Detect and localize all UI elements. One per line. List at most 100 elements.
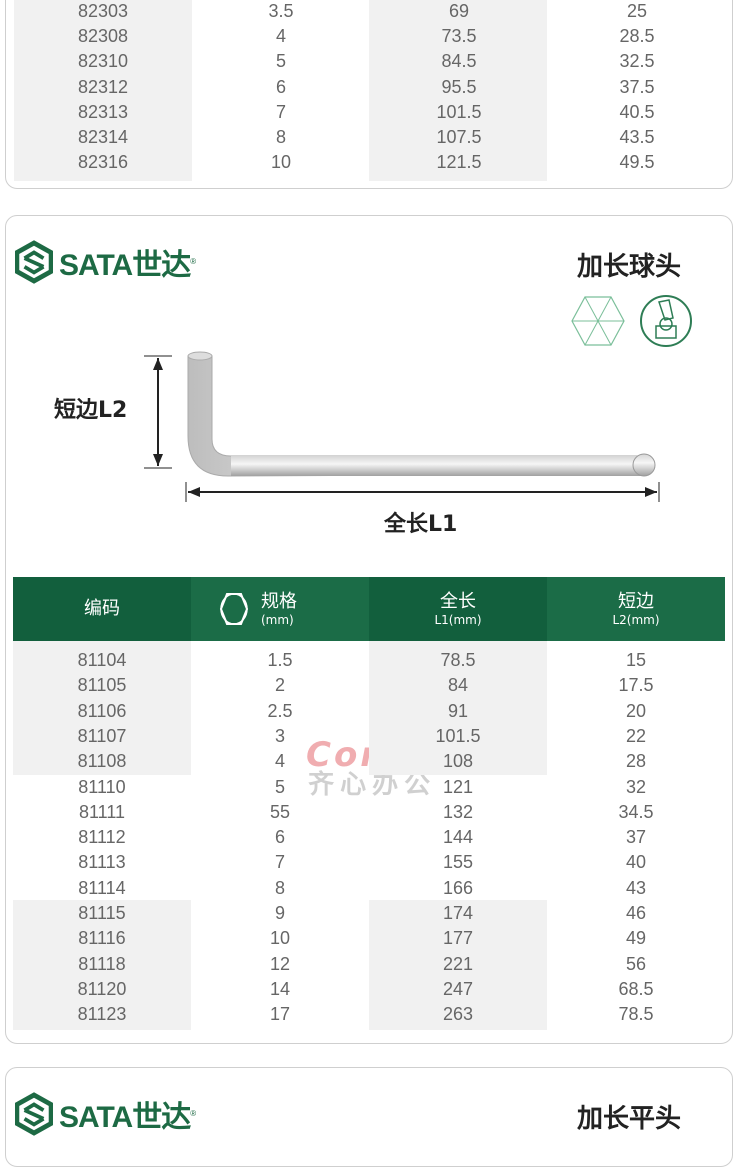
full-length-cell: 95.5 bbox=[441, 76, 477, 97]
size-cell: 2 bbox=[274, 675, 285, 696]
code-cell: 81115 bbox=[78, 903, 126, 923]
logo-mark-icon bbox=[15, 1092, 53, 1136]
full-length-cell: 221 bbox=[442, 953, 474, 974]
full-length-label: 全长L1 bbox=[384, 512, 458, 537]
code-cell: 81107 bbox=[77, 725, 127, 746]
size-cell: 5 bbox=[275, 51, 286, 72]
header-code: 编码 bbox=[13, 577, 191, 641]
full-length-cell: 84 bbox=[447, 675, 469, 696]
size-cell: 6 bbox=[274, 827, 285, 848]
code-cell: 82303 bbox=[77, 1, 129, 21]
code-cell: 82314 bbox=[77, 127, 129, 147]
header-unit: L2(mm) bbox=[612, 613, 660, 627]
size-cell: 7 bbox=[275, 101, 286, 122]
short-side-cell: 43 bbox=[625, 877, 647, 898]
hex-key-illustration bbox=[144, 351, 660, 502]
full-length-cell: 166 bbox=[442, 877, 474, 898]
short-side-cell: 32.5 bbox=[619, 51, 655, 72]
full-length-cell: 107.5 bbox=[436, 127, 482, 147]
code-cell: 81113 bbox=[78, 852, 126, 873]
short-side-cell: 40.5 bbox=[619, 101, 655, 122]
full-length-cell: 101.5 bbox=[435, 725, 481, 746]
header-title: 编码 bbox=[84, 598, 120, 619]
card-title: 加长平头 bbox=[577, 1104, 682, 1134]
code-cell: 82310 bbox=[77, 51, 129, 72]
size-cell: 1.5 bbox=[267, 650, 293, 670]
code-cell: 82316 bbox=[77, 152, 129, 173]
size-cell: 10 bbox=[270, 152, 292, 173]
header-unit: (mm) bbox=[261, 613, 294, 627]
size-cell: 17 bbox=[269, 1004, 291, 1025]
full-length-cell: 108 bbox=[442, 751, 474, 772]
column-shade bbox=[369, 641, 547, 775]
size-cell: 14 bbox=[269, 978, 291, 999]
short-side-cell: 28.5 bbox=[619, 26, 655, 47]
short-side-cell: 22 bbox=[625, 725, 647, 746]
full-length-cell: 174 bbox=[442, 903, 474, 923]
header-full-length: 全长 L1(mm) bbox=[369, 577, 547, 641]
full-length-cell: 101.5 bbox=[436, 101, 482, 122]
code-cell: 82313 bbox=[77, 101, 129, 122]
logo-mark-icon bbox=[15, 240, 53, 284]
short-side-cell: 20 bbox=[625, 700, 647, 721]
short-side-cell: 25 bbox=[626, 1, 648, 21]
full-length-cell: 84.5 bbox=[441, 51, 477, 72]
short-side-cell: 32 bbox=[625, 776, 647, 797]
short-side-cell: 34.5 bbox=[618, 801, 654, 822]
full-length-cell: 144 bbox=[442, 827, 474, 848]
short-side-cell: 43.5 bbox=[619, 127, 655, 147]
header-title: 规格 bbox=[261, 591, 297, 612]
code-cell: 82312 bbox=[77, 76, 129, 97]
brand-logo: SATA世达® bbox=[15, 240, 196, 284]
short-side-cell: 78.5 bbox=[618, 1004, 654, 1025]
code-cell: 81110 bbox=[78, 776, 126, 797]
code-cell: 81105 bbox=[77, 675, 127, 696]
size-cell: 2.5 bbox=[267, 700, 293, 721]
full-length-cell: 121.5 bbox=[436, 152, 482, 173]
code-cell: 81120 bbox=[77, 978, 127, 999]
header-size: 规格 (mm) bbox=[191, 577, 369, 641]
code-cell: 81116 bbox=[78, 928, 126, 949]
full-length-cell: 247 bbox=[442, 978, 474, 999]
size-cell: 12 bbox=[269, 953, 291, 974]
size-cell: 3 bbox=[274, 725, 285, 746]
column-shade bbox=[14, 0, 192, 181]
registered-mark: ® bbox=[190, 257, 196, 266]
short-side-cell: 49 bbox=[625, 928, 647, 949]
logo-text: SATA世达® bbox=[59, 240, 196, 284]
registered-mark: ® bbox=[190, 1109, 196, 1118]
column-shade bbox=[13, 641, 191, 775]
short-side-cell: 56 bbox=[625, 953, 647, 974]
logo-name: SATA世达 bbox=[59, 1101, 191, 1134]
card-title: 加长球头 bbox=[577, 252, 682, 282]
size-cell: 3.5 bbox=[268, 1, 294, 21]
size-cell: 5 bbox=[274, 776, 285, 797]
size-cell: 10 bbox=[269, 928, 291, 949]
size-cell: 6 bbox=[275, 76, 286, 97]
size-cell: 8 bbox=[274, 877, 285, 898]
size-cell: 8 bbox=[275, 127, 286, 147]
short-side-cell: 37.5 bbox=[619, 76, 655, 97]
short-side-cell: 17.5 bbox=[618, 675, 654, 696]
short-side-cell: 46 bbox=[625, 903, 647, 923]
top-spec-card: 82303 3.5 69 25 82308 4 73.5 28.5 82310 5 84.5 32.5… bbox=[5, 0, 733, 189]
logo-name: SATA世达 bbox=[59, 249, 191, 282]
full-length-cell: 132 bbox=[442, 801, 474, 822]
short-side-cell: 15 bbox=[625, 650, 647, 670]
hex-icon bbox=[571, 296, 625, 346]
code-cell: 81118 bbox=[78, 953, 126, 974]
full-length-cell: 155 bbox=[442, 852, 474, 873]
column-shade bbox=[369, 0, 547, 181]
header-unit: L1(mm) bbox=[434, 613, 482, 627]
short-side-cell: 28 bbox=[625, 751, 647, 772]
header-title: 短边 bbox=[618, 591, 654, 612]
code-cell: 81104 bbox=[77, 650, 127, 670]
short-side-cell: 49.5 bbox=[619, 152, 655, 173]
full-length-cell: 78.5 bbox=[440, 650, 476, 670]
code-cell: 81111 bbox=[78, 801, 126, 822]
ball-end-icon bbox=[640, 295, 692, 347]
code-cell: 82308 bbox=[77, 26, 129, 47]
full-length-cell: 263 bbox=[442, 1004, 474, 1025]
flat-end-card: SATA世达® 加长平头 bbox=[5, 1067, 733, 1167]
logo-text: SATA世达® bbox=[59, 1092, 196, 1136]
